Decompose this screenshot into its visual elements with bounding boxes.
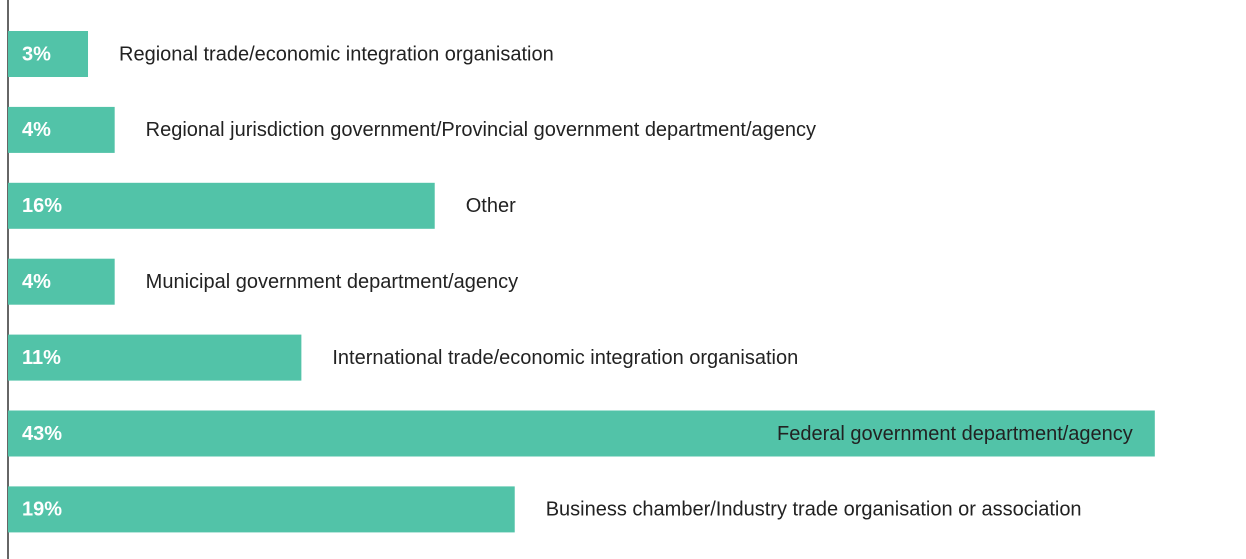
category-label: Business chamber/Industry trade organisa…	[546, 499, 1082, 521]
value-label: 4%	[22, 119, 51, 141]
bar	[8, 486, 515, 533]
category-label: Federal government department/agency	[777, 423, 1133, 445]
category-label: Regional trade/economic integration orga…	[119, 43, 554, 65]
bar	[8, 106, 115, 153]
category-label: Municipal government department/agency	[146, 271, 518, 293]
value-label: 19%	[22, 499, 62, 521]
category-label: Regional jurisdiction government/Provinc…	[146, 119, 816, 141]
category-label: International trade/economic integration…	[332, 347, 798, 369]
bar	[8, 31, 89, 77]
category-label: Other	[466, 195, 516, 217]
bar	[8, 410, 1155, 457]
bar	[8, 258, 115, 305]
value-label: 3%	[22, 43, 51, 65]
value-label: 43%	[22, 423, 62, 445]
value-label: 4%	[22, 271, 51, 293]
bar	[8, 334, 302, 381]
value-label: 11%	[22, 347, 61, 369]
value-label: 16%	[22, 195, 62, 217]
bar	[8, 182, 435, 229]
